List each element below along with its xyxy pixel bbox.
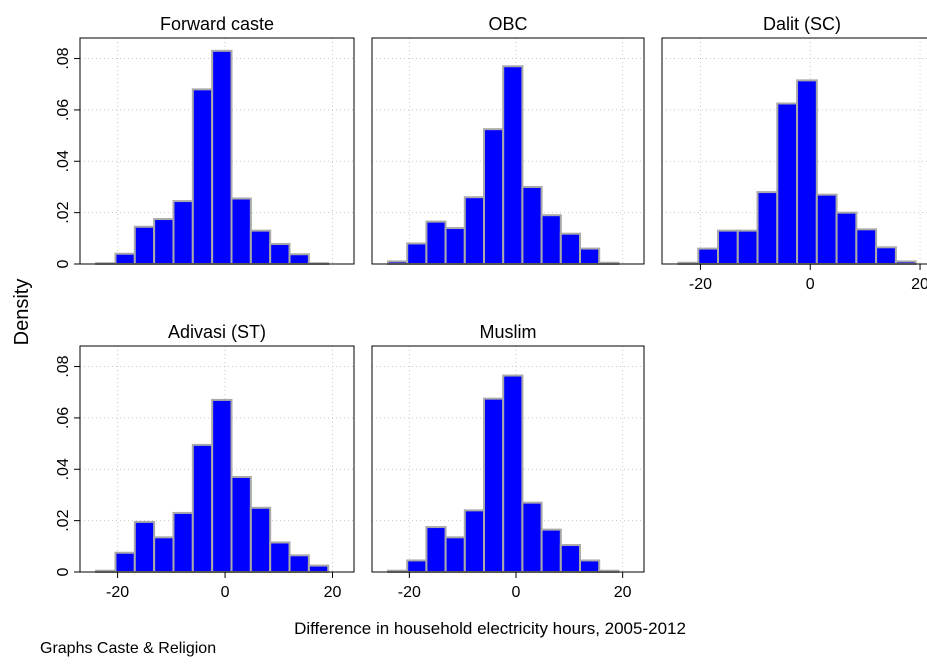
histogram-bar (502, 65, 524, 265)
plot-border (371, 345, 645, 573)
histogram-bar (269, 541, 291, 573)
histogram-bar (559, 544, 581, 574)
plot-border (79, 37, 355, 265)
histogram-bar (697, 247, 719, 266)
y-tick-label: .08 (55, 47, 72, 69)
panel-1: Forward caste 0 .02 .04 .06 .08 (55, 14, 355, 268)
histogram-bar (114, 252, 136, 266)
histogram-bar (191, 88, 214, 266)
x-tick-label: 0 (512, 584, 521, 601)
histogram-bar (307, 564, 330, 573)
histogram-bar (191, 443, 214, 573)
histogram-bar (133, 225, 156, 266)
x-tick-label: 20 (324, 584, 342, 601)
histogram-bar (114, 551, 136, 574)
histogram-bar (133, 520, 156, 574)
histogram-bar (172, 200, 194, 265)
y-tick-label: .06 (55, 407, 72, 429)
panel-title: OBC (488, 14, 527, 34)
histogram-bar (579, 247, 601, 266)
histogram-bar (444, 227, 466, 265)
y-tick-label: 0 (55, 567, 72, 576)
histogram-bar (249, 229, 272, 265)
histogram-bar (776, 102, 799, 266)
histogram-bar (521, 185, 543, 265)
y-tick-label: .06 (55, 99, 72, 121)
x-tick-label: -20 (106, 584, 129, 601)
histogram-bar (875, 246, 897, 266)
y-tick-label: .02 (55, 509, 72, 531)
histogram-bar (559, 232, 581, 265)
histogram-bar (579, 559, 601, 573)
x-tick-label: -20 (689, 276, 712, 293)
histogram-bar (736, 229, 759, 265)
x-tick-label: 0 (806, 276, 815, 293)
x-axis-label: Difference in household electricity hour… (294, 619, 686, 638)
histogram-bar (288, 253, 310, 265)
histogram-bar (425, 526, 447, 574)
histogram-bar (463, 509, 485, 574)
histogram-bar (835, 211, 858, 266)
histogram-bar (249, 506, 272, 573)
histogram-bar (502, 374, 524, 573)
x-tick-label: 20 (911, 276, 927, 293)
histogram-bar (172, 511, 194, 574)
histogram-bar (211, 398, 233, 573)
y-tick-label: .04 (55, 150, 72, 172)
histogram-bar (406, 242, 428, 265)
y-tick-label: .02 (55, 201, 72, 223)
histogram-bar (153, 218, 175, 266)
x-tick-label: -20 (398, 584, 421, 601)
panel-4: Adivasi (ST) 0 .02 .04 .06 .08 -20 0 20 (55, 322, 355, 601)
histogram-bar (230, 475, 252, 573)
panel-2: OBC (371, 14, 645, 266)
histogram-bar (230, 197, 252, 266)
histogram-bar (269, 242, 291, 266)
histogram-bar (483, 397, 505, 574)
graph-note: Graphs Caste & Religion (40, 640, 217, 657)
histogram-bar (796, 79, 818, 265)
y-tick-label: .04 (55, 458, 72, 480)
panel-title: Adivasi (ST) (168, 322, 266, 342)
plot-border (79, 345, 355, 573)
histogram-bar (815, 193, 838, 265)
histogram-bar (855, 228, 878, 265)
histogram-bar (717, 229, 739, 265)
histogram-bar (483, 128, 505, 265)
panel-title: Dalit (SC) (763, 14, 841, 34)
panel-title: Forward caste (160, 14, 274, 34)
histogram-bar (153, 536, 175, 573)
y-tick-label: 0 (55, 259, 72, 268)
histogram-bar (288, 554, 310, 574)
plot-border (371, 37, 645, 265)
histogram-bar (540, 528, 562, 573)
x-tick-label: 0 (221, 584, 230, 601)
y-tick-label: .08 (55, 355, 72, 377)
histogram-bar (444, 536, 466, 573)
x-tick-label: 20 (614, 584, 632, 601)
panel-3: Dalit (SC) -20 0 20 (661, 14, 927, 293)
histogram-bar (756, 191, 779, 265)
histogram-bar (425, 220, 447, 265)
histogram-bar (521, 501, 543, 573)
histogram-bar (211, 49, 233, 265)
histogram-bar (463, 196, 485, 266)
panel-5: Muslim -20 0 20 (371, 322, 645, 601)
histogram-bar (540, 214, 562, 265)
panel-title: Muslim (480, 322, 537, 342)
histogram-bar (406, 559, 428, 573)
plot-border (661, 37, 927, 265)
y-axis-label: Density (11, 279, 33, 346)
